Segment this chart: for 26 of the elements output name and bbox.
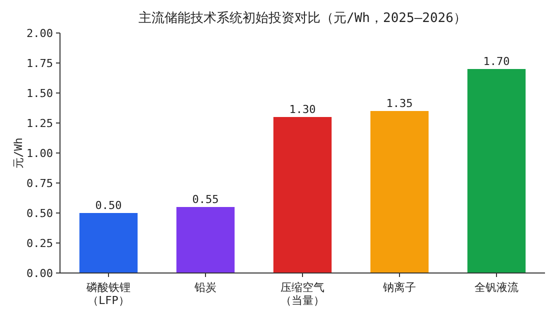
bar: [176, 207, 235, 273]
y-tick-label: 0.75: [26, 177, 53, 190]
y-tick-label: 1.00: [26, 147, 53, 160]
x-tick-label: 压缩空气（当量）: [280, 281, 324, 308]
bar: [79, 213, 138, 273]
bar: [370, 111, 429, 273]
chart-title: 主流储能技术系统初始投资对比（元/Wh，2025–2026）: [138, 10, 466, 26]
x-tick-label: 磷酸铁锂（LFP）: [86, 281, 130, 308]
y-tick-label: 2.00: [26, 27, 53, 40]
data-label: 1.30: [289, 103, 316, 116]
x-tick-label: 全钒液流: [474, 281, 518, 294]
bar: [273, 117, 332, 273]
y-tick-label: 0.50: [26, 207, 53, 220]
y-tick-label: 0.25: [26, 237, 53, 250]
y-tick-label: 1.25: [26, 117, 53, 130]
y-tick-label: 1.50: [26, 87, 53, 100]
y-tick-label: 0.00: [26, 267, 53, 280]
x-tick-label: 铅炭: [194, 281, 216, 294]
data-label: 1.35: [386, 97, 413, 110]
data-label: 0.50: [95, 199, 122, 212]
bar: [467, 69, 526, 273]
data-label: 0.55: [192, 193, 219, 206]
y-axis-title: 元/Wh: [12, 138, 25, 168]
data-label: 1.70: [483, 55, 510, 68]
x-tick-label: 钠离子: [382, 281, 416, 294]
y-tick-label: 1.75: [26, 57, 53, 70]
